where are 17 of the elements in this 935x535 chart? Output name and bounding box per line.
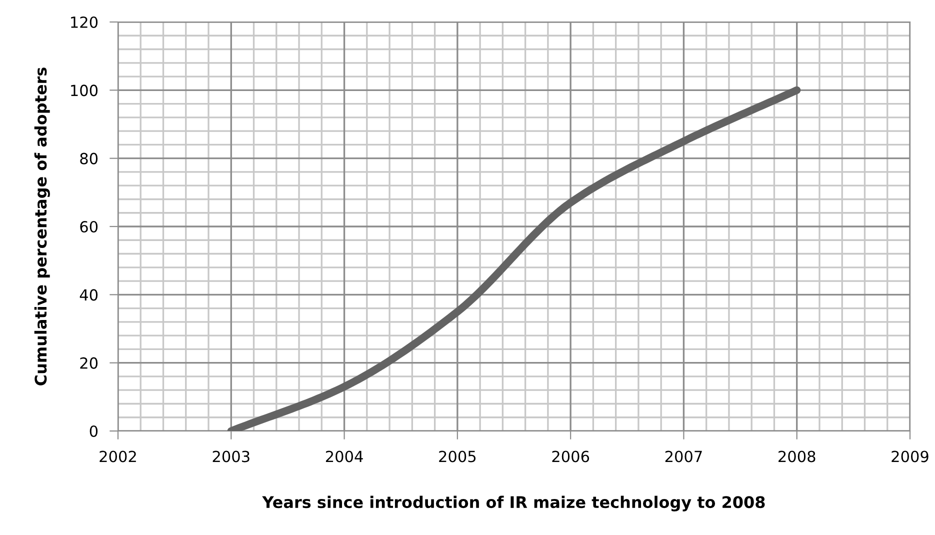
y-tick-label: 40 xyxy=(80,289,98,301)
y-tick-label: 120 xyxy=(71,16,98,28)
x-tick-label: 2002 xyxy=(100,450,136,462)
x-tick-label: 2009 xyxy=(892,450,928,462)
y-tick-label: 20 xyxy=(80,357,98,369)
y-axis-title: Cumulative percentage of adopters xyxy=(34,68,50,386)
x-tick-label: 2007 xyxy=(665,450,702,462)
x-tick-label: 2008 xyxy=(778,450,816,462)
x-tick-label: 2004 xyxy=(326,450,363,462)
x-axis-title: Years since introduction of IR maize technology to 2008 xyxy=(262,496,765,512)
y-tick-label: 60 xyxy=(80,220,98,233)
y-tick-label: 80 xyxy=(80,152,98,164)
x-tick-label: 2003 xyxy=(212,450,250,462)
y-tick-label: 0 xyxy=(90,425,98,438)
y-tick-label: 100 xyxy=(71,84,98,96)
x-tick-label: 2006 xyxy=(552,450,590,462)
x-tick-label: 2005 xyxy=(439,450,476,462)
